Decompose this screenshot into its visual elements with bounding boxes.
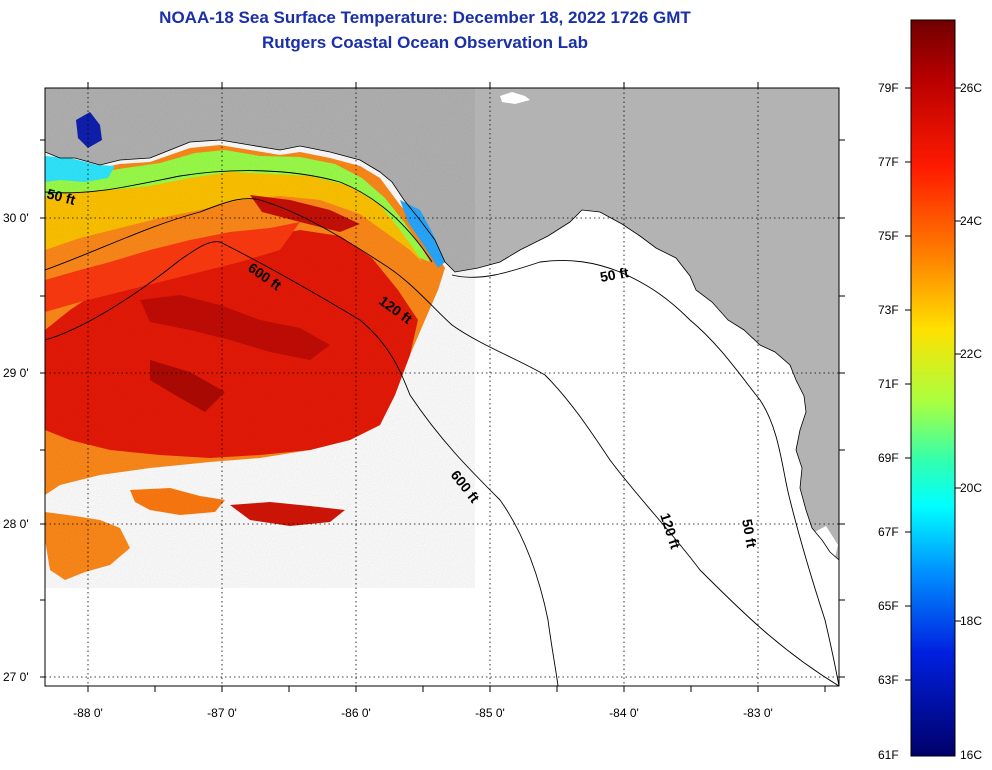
contour-600ft bbox=[45, 241, 559, 686]
contour-50ft-west bbox=[45, 170, 433, 263]
lat-label-29: 29 0' bbox=[3, 366, 29, 380]
colorbar-c-18: 18C bbox=[960, 614, 982, 628]
colorbar-c-20: 20C bbox=[960, 481, 982, 495]
sst-grain bbox=[45, 88, 475, 588]
lon-label-85: -85 0' bbox=[475, 706, 505, 720]
colorbar-f-77: 77F bbox=[878, 155, 899, 169]
colorbar-c-24: 24C bbox=[960, 214, 982, 228]
colorbar-c-22: 22C bbox=[960, 347, 982, 361]
lake-north bbox=[500, 92, 530, 104]
coastline bbox=[45, 139, 839, 561]
colorbar-ticks bbox=[905, 87, 961, 681]
colorbar-c-16: 16C bbox=[960, 748, 982, 762]
colorbar-f-63: 63F bbox=[878, 673, 899, 687]
map-title: NOAA-18 Sea Surface Temperature: Decembe… bbox=[159, 8, 691, 27]
lon-label-87: -87 0' bbox=[207, 706, 237, 720]
contour-label-50ft-west: 50 ft bbox=[45, 185, 77, 208]
map-content: 50 ft 600 ft 120 ft 50 ft 600 ft 120 ft … bbox=[45, 88, 839, 686]
contour-label-50ft-south: 50 ft bbox=[739, 518, 760, 549]
lon-label-84: -84 0' bbox=[609, 706, 639, 720]
lat-label-30: 30 0' bbox=[3, 211, 29, 225]
land-mass bbox=[45, 88, 839, 560]
colorbar bbox=[910, 19, 956, 757]
lon-label-86: -86 0' bbox=[341, 706, 371, 720]
colorbar-f-61: 61F bbox=[878, 748, 899, 762]
tick-marks bbox=[40, 82, 845, 692]
lon-label-88: -88 0' bbox=[73, 706, 103, 720]
colorbar-f-65: 65F bbox=[878, 599, 899, 613]
colorbar-f-75: 75F bbox=[878, 229, 899, 243]
map-border bbox=[44, 87, 840, 687]
contour-label-50ft-east: 50 ft bbox=[599, 264, 630, 285]
bathymetry-contours bbox=[45, 170, 839, 686]
colorbar-c-26: 26C bbox=[960, 81, 982, 95]
lat-label-27: 27 0' bbox=[3, 670, 29, 684]
colorbar-f-67: 67F bbox=[878, 525, 899, 539]
colorbar-f-69: 69F bbox=[878, 451, 899, 465]
bay-south-east bbox=[809, 526, 838, 570]
colorbar-f-79: 79F bbox=[878, 81, 899, 95]
colorbar-f-71: 71F bbox=[878, 377, 899, 391]
lon-label-83: -83 0' bbox=[743, 706, 773, 720]
contour-120ft bbox=[45, 198, 839, 686]
colorbar-f-73: 73F bbox=[878, 303, 899, 317]
lat-label-28: 28 0' bbox=[3, 517, 29, 531]
contour-50ft-east bbox=[451, 260, 839, 686]
graticule bbox=[45, 88, 839, 686]
map-subtitle: Rutgers Coastal Ocean Observation Lab bbox=[262, 33, 588, 52]
